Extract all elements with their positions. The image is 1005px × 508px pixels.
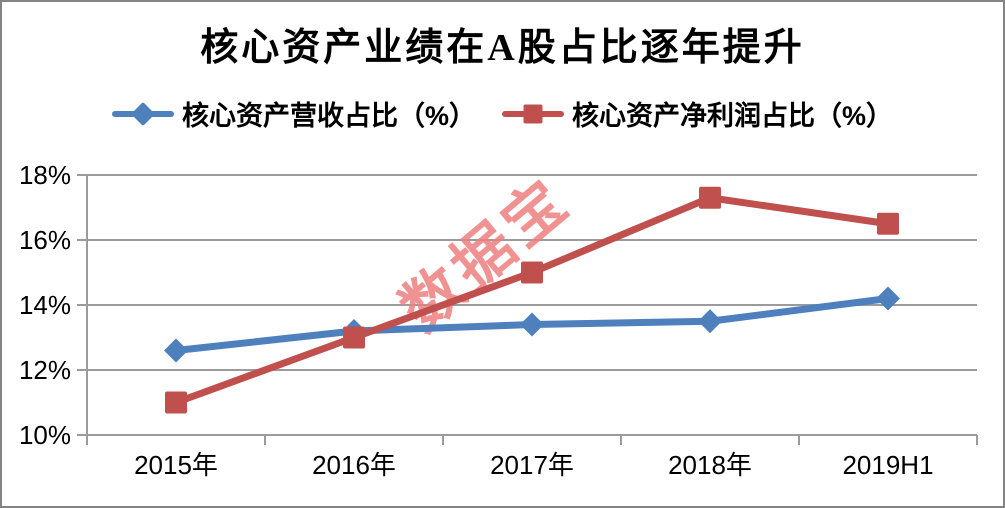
data-point-diamond xyxy=(698,309,722,334)
y-tick-label: 14% xyxy=(19,290,71,320)
chart-title: 核心资产业绩在A股占比逐年提升 xyxy=(200,27,805,69)
x-tick-label: 2017年 xyxy=(490,450,574,480)
legend-label-profit: 核心资产净利润占比（%） xyxy=(572,101,894,131)
data-point-square xyxy=(343,326,365,349)
y-tick-label: 10% xyxy=(19,420,71,450)
data-point-square xyxy=(699,186,721,209)
y-tick-label: 18% xyxy=(19,160,71,190)
data-point-square xyxy=(877,212,899,235)
x-tick-label: 2015年 xyxy=(134,450,218,480)
data-point-diamond xyxy=(520,312,544,337)
x-tick-label: 2018年 xyxy=(668,450,752,480)
data-point-square xyxy=(521,261,543,284)
legend-label-revenue: 核心资产营收占比（%） xyxy=(181,101,476,131)
legend-marker-diamond-icon xyxy=(111,100,174,128)
x-tick-label: 2019H1 xyxy=(842,450,933,480)
y-tick-label: 16% xyxy=(19,225,71,255)
x-tick-label: 2016年 xyxy=(312,450,396,480)
legend: 核心资产营收占比（%） 核心资产净利润占比（%） xyxy=(2,94,1003,133)
legend-item-profit: 核心资产净利润占比（%） xyxy=(502,94,893,133)
data-point-square xyxy=(165,391,187,414)
y-tick-label: 12% xyxy=(19,355,71,385)
data-point-diamond xyxy=(164,338,188,363)
legend-marker-square-icon xyxy=(502,100,564,128)
legend-item-revenue: 核心资产营收占比（%） xyxy=(111,94,476,133)
data-point-diamond xyxy=(876,286,900,311)
